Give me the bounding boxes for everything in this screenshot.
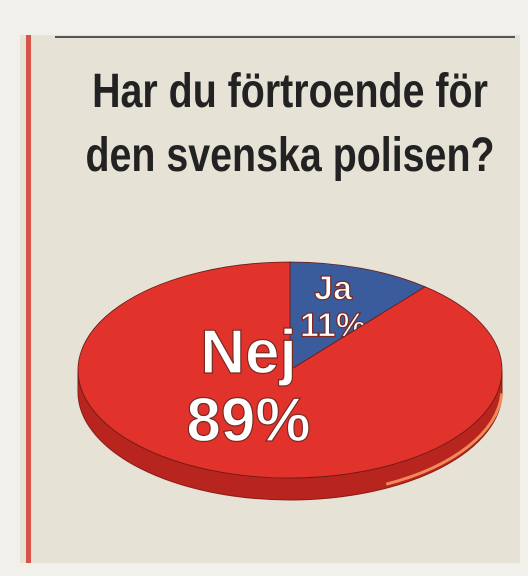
margin-rule (26, 35, 31, 563)
pie-rim (385, 393, 504, 486)
slice-category-label: Ja (314, 269, 353, 307)
pie-slice (77, 261, 503, 479)
slice-category-label: Nej (200, 318, 296, 387)
chart-title: Har du förtroende för den svenska polise… (85, 65, 495, 182)
slice-value-label: 89% (186, 386, 310, 455)
top-rule (55, 36, 515, 38)
pie-slice (289, 261, 427, 371)
